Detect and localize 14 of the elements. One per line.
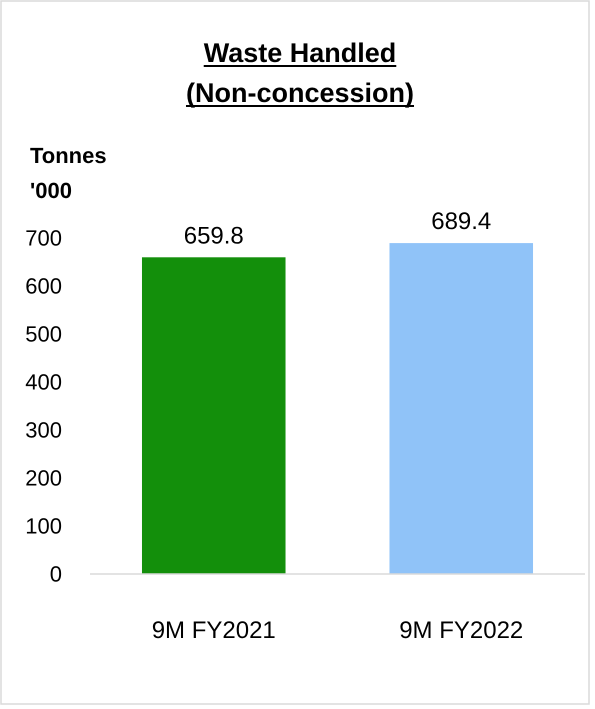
chart-title: Waste Handled (Non-concession) bbox=[186, 38, 414, 108]
y-tick-label: 200 bbox=[25, 466, 62, 491]
x-tick-label: 9M FY2022 bbox=[399, 617, 524, 644]
y-axis-title: Tonnes '000 bbox=[30, 143, 107, 203]
data-label: 689.4 bbox=[431, 208, 492, 236]
y-tick-label: 100 bbox=[25, 514, 62, 539]
y-tick-label: 500 bbox=[25, 322, 62, 347]
y-tick-label: 700 bbox=[25, 226, 62, 251]
y-tick-label: 300 bbox=[25, 418, 62, 443]
y-tick-label: 600 bbox=[25, 274, 62, 299]
y-tick-label: 400 bbox=[25, 370, 62, 395]
y-tick-label: 0 bbox=[50, 562, 62, 587]
x-tick-label: 9M FY2021 bbox=[152, 617, 276, 644]
data-label: 659.8 bbox=[184, 222, 244, 250]
